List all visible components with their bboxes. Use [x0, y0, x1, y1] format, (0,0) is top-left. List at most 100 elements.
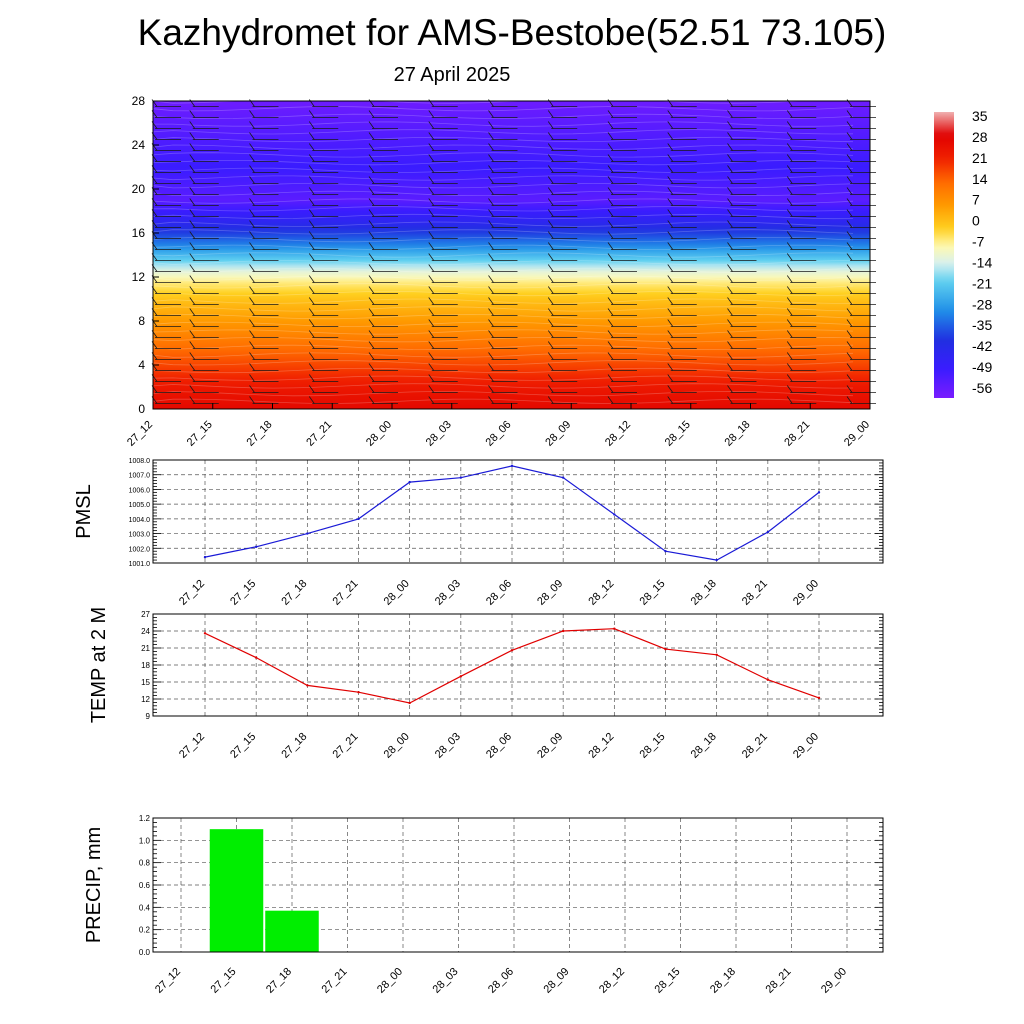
x-tick-label: 28_15 — [638, 731, 668, 761]
x-tick-label: 27_21 — [331, 578, 361, 608]
precip-panel: 0.0 0.2 0.4 0.6 0.8 1.0 1.2 PRECIP, mm 27_12 27_1… — [83, 814, 884, 996]
wind-barb-flag — [368, 220, 375, 228]
wind-barb-flag — [308, 253, 315, 261]
wind-barb-flag — [727, 297, 733, 305]
colorbar-label: -7 — [972, 234, 985, 250]
x-tick-label: 28_18 — [689, 578, 719, 608]
wind-barb-flag — [308, 154, 315, 162]
colorbar-label: 7 — [972, 192, 980, 208]
x-tick-label: 28_21 — [740, 731, 770, 761]
wind-barb-flag — [547, 198, 554, 206]
contour-line — [152, 244, 854, 250]
wind-barb-flag — [607, 198, 614, 206]
wind-barb-flag — [368, 363, 375, 371]
x-tick-label: 28_12 — [597, 966, 627, 996]
wind-barb-flag — [368, 198, 375, 206]
wind-barb-flag — [428, 187, 435, 195]
wind-barb-flag — [368, 165, 375, 173]
wind-barb-flag — [488, 385, 494, 393]
contour-line — [152, 152, 854, 158]
wind-barb-flag — [547, 143, 554, 151]
wind-barb-flag — [249, 143, 255, 151]
wind-barb-flag — [308, 165, 315, 173]
wind-barb-flag — [428, 363, 435, 371]
colorbar-label: -28 — [972, 296, 992, 312]
wind-barb-flag — [428, 209, 435, 217]
wind-barb-flag — [308, 143, 315, 151]
wind-barb-flag — [368, 297, 375, 305]
wind-barb-flag — [308, 286, 315, 294]
wind-barb-flag — [368, 374, 375, 382]
wind-barb-flag — [368, 341, 375, 349]
colorbar-label: 21 — [972, 150, 988, 166]
wind-barb-flag — [786, 275, 793, 283]
wind-barb-flag — [786, 297, 793, 305]
wind-barb-flag — [428, 253, 435, 261]
wind-barb-flag — [249, 297, 255, 305]
wind-barb-flag — [607, 143, 614, 151]
wind-barb-flag — [846, 330, 853, 338]
y-tick-label: 4 — [138, 358, 145, 372]
wind-barb-flag — [308, 297, 315, 305]
wind-barb-flag — [547, 110, 554, 118]
x-tick-label: 27_12 — [153, 966, 183, 996]
wind-barb-flag — [368, 154, 375, 162]
y-tick-label: 1003.0 — [129, 532, 151, 539]
wind-barb-flag — [667, 176, 674, 184]
contour-line — [152, 221, 854, 227]
data-point — [510, 649, 514, 652]
temperature-field — [153, 101, 870, 409]
wind-barb-flag — [846, 198, 853, 206]
wind-barb-flag — [667, 110, 674, 118]
wind-barb-flag — [308, 396, 315, 404]
wind-barb-flag — [727, 308, 733, 316]
x-tick-label: 29_00 — [842, 419, 872, 449]
contour-line — [152, 252, 854, 258]
wind-barb-flag — [488, 341, 494, 349]
contour-line — [152, 398, 854, 404]
wind-barb-flag — [308, 198, 315, 206]
wind-barb-flag — [786, 220, 793, 228]
contour-line — [152, 183, 854, 189]
wind-barb-flag — [428, 319, 435, 327]
x-tick-label: 28_00 — [382, 578, 412, 608]
wind-barb-flag — [368, 209, 375, 217]
y-tick-label: 1008.0 — [129, 458, 151, 465]
x-tick-label: 27_21 — [331, 731, 361, 761]
wind-barb-flag — [607, 165, 614, 173]
y-axis-label: TEMP at 2 M — [88, 607, 110, 723]
wind-barb-flag — [189, 374, 196, 382]
wind-barb-flag — [368, 231, 375, 239]
wind-barb-flag — [189, 308, 196, 316]
wind-barb-flag — [428, 330, 435, 338]
wind-barb-flag — [786, 176, 793, 184]
wind-barb-flag — [428, 242, 435, 250]
data-point — [561, 476, 565, 479]
wind-barb-flag — [786, 286, 793, 294]
y-tick-label: 1006.0 — [129, 487, 151, 494]
x-tick-label: 28_03 — [433, 578, 463, 608]
x-tick-label: 28_12 — [586, 578, 616, 608]
data-point — [715, 653, 718, 656]
wind-barb-flag — [488, 275, 494, 283]
wind-barb-flag — [607, 110, 614, 118]
x-tick-label: 27_18 — [245, 419, 275, 449]
wind-barb-flag — [846, 396, 853, 404]
contour-line — [152, 390, 854, 397]
wind-barb-flag — [189, 385, 196, 393]
wind-barb-flag — [308, 121, 315, 129]
wind-barb-flag — [727, 220, 733, 228]
wind-barb-flag — [846, 231, 853, 239]
wind-barb-flag — [547, 286, 554, 294]
wind-barb-flag — [667, 132, 674, 140]
pmsl-panel: 1001.0 1002.0 1003.0 1004.0 1005.0 1006.0 1007… — [73, 458, 884, 608]
colorbar-label: 28 — [972, 129, 988, 145]
precip-bar — [265, 910, 319, 952]
wind-barb-flag — [249, 165, 255, 173]
data-point — [817, 491, 821, 494]
colorbar — [934, 112, 954, 398]
wind-barb-flag — [488, 132, 494, 140]
wind-barb-flag — [428, 352, 435, 360]
x-tick-label: 28_21 — [782, 419, 812, 449]
x-tick-label: 27_12 — [177, 731, 207, 761]
